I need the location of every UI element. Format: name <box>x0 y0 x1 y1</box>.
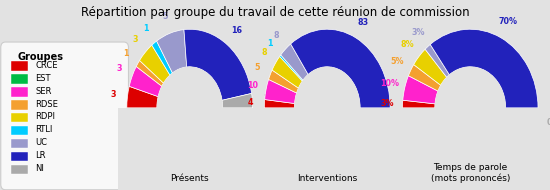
Circle shape <box>157 67 223 149</box>
Text: 83: 83 <box>357 18 368 27</box>
Wedge shape <box>265 100 295 108</box>
Wedge shape <box>222 93 252 108</box>
Wedge shape <box>136 60 163 86</box>
Text: 1: 1 <box>144 24 149 33</box>
Wedge shape <box>409 65 441 91</box>
Circle shape <box>435 67 505 149</box>
Bar <box>12 126 28 135</box>
Text: 8: 8 <box>261 48 267 57</box>
Wedge shape <box>140 45 170 83</box>
Text: LR: LR <box>35 151 46 160</box>
Text: Groupes: Groupes <box>18 52 63 62</box>
Text: 10%: 10% <box>381 79 399 88</box>
Text: 1: 1 <box>267 39 272 48</box>
Bar <box>12 87 28 97</box>
Text: RTLI: RTLI <box>35 125 52 134</box>
Wedge shape <box>184 29 251 100</box>
Text: 3%: 3% <box>381 99 394 108</box>
Wedge shape <box>127 86 158 108</box>
Wedge shape <box>430 29 538 108</box>
Wedge shape <box>414 49 447 85</box>
Text: 8%: 8% <box>400 40 414 49</box>
Text: 5%: 5% <box>390 57 404 66</box>
Bar <box>393 108 547 190</box>
Bar <box>118 108 261 190</box>
Bar <box>12 139 28 148</box>
Text: Temps de parole
(mots prononcés): Temps de parole (mots prononcés) <box>431 163 510 183</box>
FancyBboxPatch shape <box>1 42 129 190</box>
Text: 3: 3 <box>111 90 116 99</box>
Bar <box>12 100 28 109</box>
Text: 5: 5 <box>255 63 260 72</box>
Text: 4: 4 <box>248 98 253 107</box>
Bar <box>12 61 28 71</box>
Text: EST: EST <box>35 74 51 83</box>
Text: 10: 10 <box>247 81 258 90</box>
Wedge shape <box>403 100 435 108</box>
Text: 8: 8 <box>273 31 279 40</box>
Text: CRCE: CRCE <box>35 61 58 70</box>
Text: NI: NI <box>35 164 44 173</box>
Circle shape <box>294 67 360 149</box>
Text: 5: 5 <box>162 12 168 21</box>
Bar <box>12 113 28 122</box>
Text: SER: SER <box>35 87 52 96</box>
Wedge shape <box>290 29 390 108</box>
Wedge shape <box>279 55 303 81</box>
Text: 2: 2 <box>264 94 270 103</box>
Bar <box>12 165 28 174</box>
Text: 1: 1 <box>123 49 129 58</box>
Text: 0%: 0% <box>547 118 550 127</box>
Text: 3%: 3% <box>411 28 425 37</box>
Text: UC: UC <box>35 138 47 147</box>
Text: Répartition par groupe du travail de cette réunion de commission: Répartition par groupe du travail de cet… <box>81 6 469 19</box>
Wedge shape <box>272 56 302 88</box>
Bar <box>12 152 28 161</box>
Text: 3: 3 <box>117 64 122 73</box>
Text: RDPI: RDPI <box>35 112 55 121</box>
Text: Présents: Présents <box>170 174 209 183</box>
Wedge shape <box>265 79 296 104</box>
Text: RDSE: RDSE <box>35 100 58 108</box>
Text: Interventions: Interventions <box>297 174 358 183</box>
Wedge shape <box>152 41 173 75</box>
Wedge shape <box>157 30 186 73</box>
Wedge shape <box>425 44 449 77</box>
Text: 3: 3 <box>133 35 138 44</box>
Wedge shape <box>129 66 162 97</box>
Wedge shape <box>268 70 299 93</box>
Wedge shape <box>403 76 438 104</box>
Bar <box>256 108 399 190</box>
Wedge shape <box>280 44 308 80</box>
Text: 70%: 70% <box>498 17 518 26</box>
Text: 16: 16 <box>231 26 242 35</box>
Bar <box>12 74 28 84</box>
